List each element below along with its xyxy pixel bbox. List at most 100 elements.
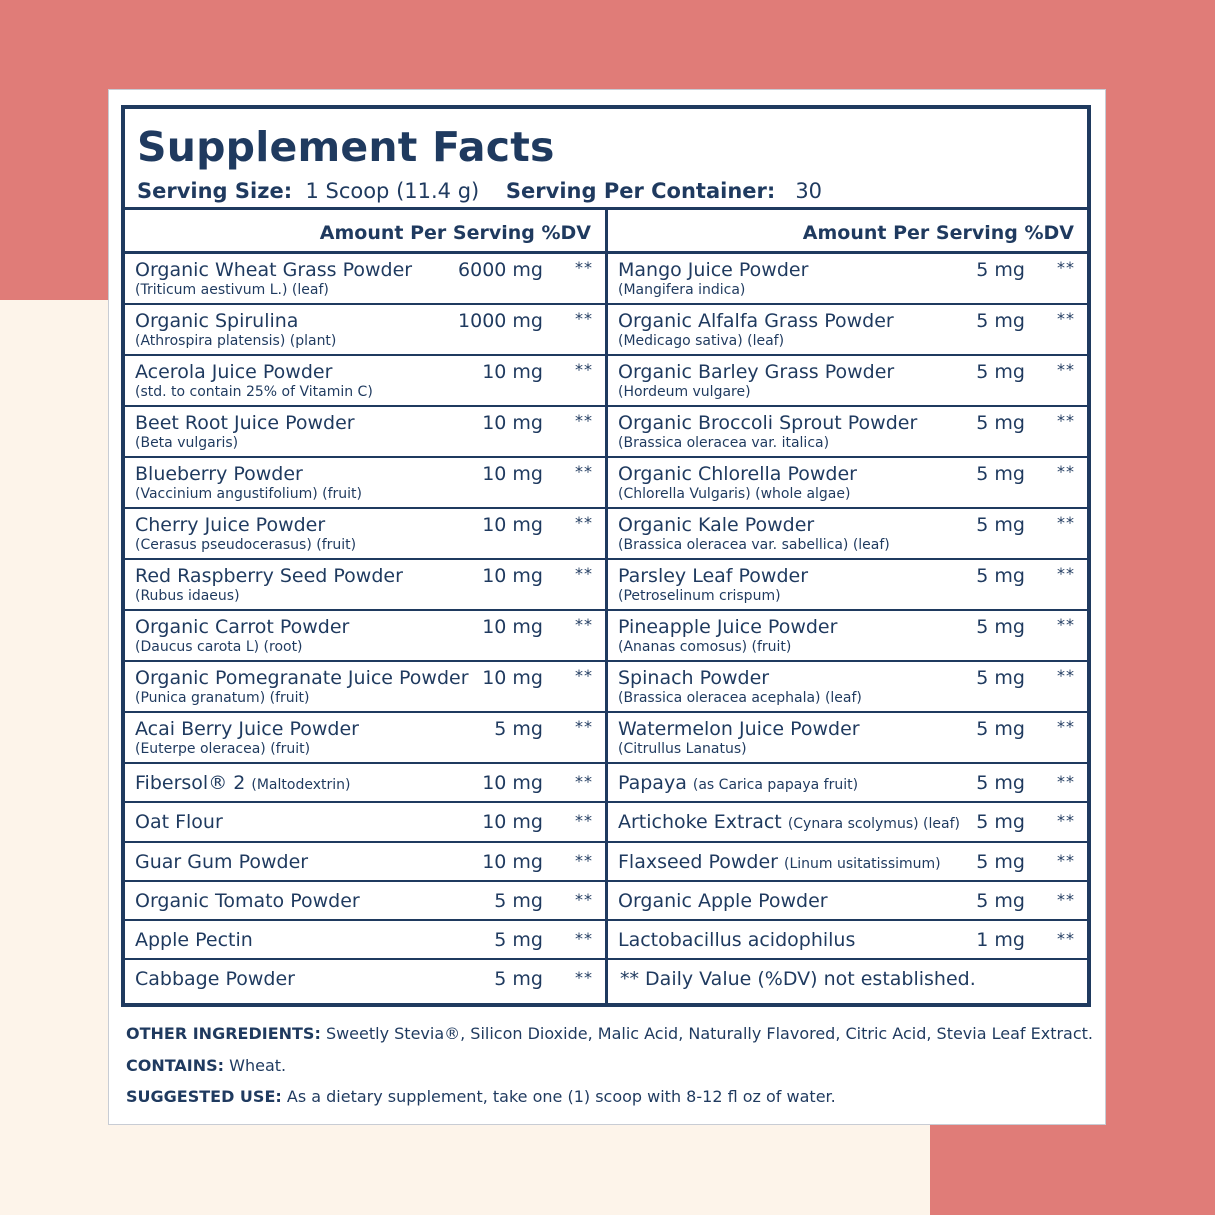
- ingredient-dv: **: [575, 615, 593, 634]
- ingredient-source: (Daucus carota L) (root): [135, 639, 303, 655]
- ingredient-name: Watermelon Juice Powder: [618, 718, 860, 740]
- ingredient-amount: 5 mg: [976, 667, 1025, 689]
- ingredient-amount: 5 mg: [976, 889, 1025, 912]
- ingredient-dv: **: [1057, 564, 1075, 583]
- ingredient-name-text: Red Raspberry Seed Powder: [135, 565, 403, 587]
- ingredient-dv: **: [575, 564, 593, 583]
- ingredient-name: Oat Flour: [135, 811, 223, 833]
- ingredient-name: Organic Apple Powder: [618, 890, 828, 912]
- ingredient-amount: 10 mg: [482, 616, 543, 638]
- ingredient-name-text: Organic Chlorella Powder: [618, 463, 857, 485]
- ingredient-row: Acai Berry Juice Powder (Euterpe oleracea…: [125, 713, 605, 764]
- ingredient-name: Acerola Juice Powder: [135, 361, 332, 383]
- ingredient-name-text: Organic Tomato Powder: [135, 889, 360, 912]
- ingredient-dv: **: [1057, 462, 1075, 481]
- ingredient-row: Organic Kale Powder (Brassica oleracea va…: [608, 509, 1087, 560]
- other-ingredients-value: Sweetly Stevia®, Silicon Dioxide, Malic …: [325, 1024, 1093, 1043]
- contains-value: Wheat.: [229, 1055, 287, 1075]
- ingredient-dv: **: [575, 772, 593, 791]
- ingredient-amount: 10 mg: [482, 565, 543, 587]
- ingredient-name: Guar Gum Powder: [135, 851, 308, 873]
- ingredient-amount: 10 mg: [482, 361, 543, 383]
- ingredient-name-text: Lactobacillus acidophilus: [618, 929, 856, 952]
- suggested-use: SUGGESTED USE: As a dietary supplement, …: [126, 1081, 1096, 1113]
- ingredient-name-text: Spinach Powder: [618, 667, 770, 689]
- ingredient-name: Blueberry Powder: [135, 463, 303, 485]
- ingredient-dv: **: [1057, 258, 1075, 277]
- ingredient-amount: 5 mg: [494, 968, 543, 991]
- suggested-use-value: As a dietary supplement, take one (1) sc…: [286, 1087, 836, 1106]
- ingredient-dv: **: [575, 811, 593, 831]
- ingredient-amount: 10 mg: [482, 463, 543, 485]
- ingredient-dv: **: [1057, 309, 1075, 328]
- ingredient-source: (std. to contain 25% of Vitamin C): [135, 384, 373, 400]
- ingredient-name: Beet Root Juice Powder: [135, 412, 355, 434]
- ingredient-amount: 10 mg: [482, 811, 543, 834]
- ingredient-name-text: Organic Broccoli Sprout Powder: [618, 412, 918, 434]
- ingredient-name-text: Organic Apple Powder: [618, 889, 828, 912]
- ingredient-amount: 5 mg: [494, 889, 543, 912]
- ingredient-name: Organic Carrot Powder: [135, 616, 349, 638]
- ingredient-name-text: Cabbage Powder: [135, 968, 295, 991]
- ingredient-dv: **: [1057, 666, 1075, 685]
- ingredient-source: (Euterpe oleracea) (fruit): [135, 741, 311, 757]
- ingredient-amount: 10 mg: [482, 850, 543, 873]
- ingredient-row: Pineapple Juice Powder (Ananas comosus) (…: [608, 611, 1087, 662]
- divider: [125, 207, 1087, 210]
- ingredient-name: Organic Broccoli Sprout Powder: [618, 412, 917, 434]
- ingredient-amount: 5 mg: [976, 811, 1025, 834]
- ingredient-amount: 1000 mg: [458, 310, 543, 332]
- ingredient-name-text: Guar Gum Powder: [135, 850, 309, 873]
- ingredient-name-text: Papaya: [618, 772, 687, 794]
- ingredient-amount: 5 mg: [976, 514, 1025, 536]
- ingredient-amount: 5 mg: [976, 718, 1025, 740]
- ingredient-name: Organic Alfalfa Grass Powder: [618, 310, 894, 332]
- ingredient-row: Fibersol® 2 (Maltodextrin) 10 mg **: [125, 764, 605, 804]
- ingredient-row: Organic Apple Powder 5 mg **: [608, 882, 1087, 922]
- ingredient-dv: **: [575, 929, 593, 949]
- ingredient-row: Blueberry Powder (Vaccinium angustifolium…: [125, 458, 605, 509]
- ingredient-dv: **: [575, 411, 593, 430]
- ingredient-name: Cabbage Powder: [135, 968, 295, 990]
- ingredient-amount: 10 mg: [482, 667, 543, 689]
- ingredient-row: Beet Root Juice Powder (Beta vulgaris) 10 …: [125, 407, 605, 458]
- page-title: Supplement Facts: [137, 123, 555, 171]
- dv-note-row: ** Daily Value (%DV) not established.: [608, 960, 1087, 999]
- ingredient-source: (Hordeum vulgare): [618, 384, 751, 400]
- ingredient-row: Lactobacillus acidophilus 1 mg **: [608, 921, 1087, 961]
- ingredient-name-text: Organic Barley Grass Powder: [618, 361, 895, 383]
- ingredient-name: Organic Pomegranate Juice Powder: [135, 667, 469, 689]
- ingredient-source: (Brassica oleracea var. sabellica) (leaf…: [618, 537, 890, 553]
- ingredient-name-text: Parsley Leaf Powder: [618, 565, 809, 587]
- ingredient-source: (Vaccinium angustifolium) (fruit): [135, 486, 362, 502]
- column-header-left: Amount Per Serving %DV: [319, 222, 591, 244]
- suggested-use-label: SUGGESTED USE:: [126, 1087, 282, 1106]
- ingredient-row: Oat Flour 10 mg **: [125, 803, 605, 843]
- ingredient-amount: 5 mg: [976, 850, 1025, 873]
- ingredient-dv: **: [1057, 717, 1075, 736]
- supplement-facts-panel: Supplement Facts Serving Size: 1 Scoop (…: [121, 105, 1091, 1007]
- ingredient-name: Cherry Juice Powder: [135, 514, 325, 536]
- ingredient-source: (Rubus idaeus): [135, 588, 240, 604]
- ingredient-source: (Cerasus pseudocerasus) (fruit): [135, 537, 357, 553]
- ingredient-name: Apple Pectin: [135, 929, 253, 951]
- ingredient-amount: 5 mg: [976, 412, 1025, 434]
- ingredient-amount: 5 mg: [976, 463, 1025, 485]
- ingredient-dv: **: [1057, 929, 1075, 949]
- ingredient-name-text: Acai Berry Juice Powder: [135, 718, 359, 740]
- ingredient-row: Organic Alfalfa Grass Powder (Medicago sa…: [608, 305, 1087, 356]
- ingredient-name: Artichoke Extract (Cynara scolymus) (lea…: [618, 811, 960, 833]
- ingredient-row: Organic Spirulina (Athrospira platensis) …: [125, 305, 605, 356]
- ingredient-row: Organic Pomegranate Juice Powder (Punica …: [125, 662, 605, 713]
- ingredient-name: Flaxseed Powder (Linum usitatissimum): [618, 851, 941, 873]
- ingredient-dv: **: [1057, 411, 1075, 430]
- ingredient-name: Parsley Leaf Powder: [618, 565, 808, 587]
- ingredient-source: (Chlorella Vulgaris) (whole algae): [618, 486, 851, 502]
- ingredient-amount: 1 mg: [976, 929, 1025, 952]
- ingredient-dv: **: [575, 666, 593, 685]
- contains: CONTAINS: Wheat.: [126, 1050, 1096, 1082]
- ingredient-name: Pineapple Juice Powder: [618, 616, 837, 638]
- ingredient-name-text: Beet Root Juice Powder: [135, 412, 355, 434]
- ingredient-row: Apple Pectin 5 mg **: [125, 921, 605, 961]
- ingredient-row: Artichoke Extract (Cynara scolymus) (lea…: [608, 803, 1087, 843]
